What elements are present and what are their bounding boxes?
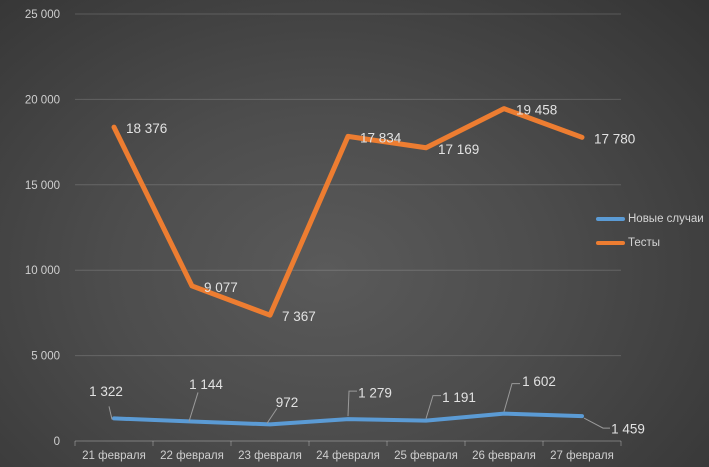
legend-swatch-new-cases-icon [596,217,625,221]
data-label-tests: 7 367 [282,309,316,324]
data-label-new-cases: 1 279 [358,386,392,401]
x-axis-label: 22 февраля [160,450,224,462]
x-axis-label: 24 февраля [316,450,380,462]
data-label-new-cases: 1 602 [522,374,556,389]
data-label-tests: 17 780 [594,131,635,146]
x-axis-label: 27 февраля [550,450,614,462]
data-label-tests: 17 169 [438,142,479,157]
y-axis-label: 25 000 [25,9,60,21]
y-axis-label: 20 000 [25,94,60,106]
y-axis-label: 0 [54,436,60,448]
series-line-new-cases[interactable] [112,411,584,427]
data-label-tests: 19 458 [516,103,557,118]
data-label-leader-line [503,383,520,412]
data-label-leader-line [425,395,441,419]
data-label-new-cases: 1 191 [442,390,476,405]
legend-label-tests: Тесты [628,237,661,249]
x-axis-label: 26 февраля [472,450,536,462]
legend-swatch-tests-icon [596,241,625,245]
x-axis-label: 23 февраля [238,450,302,462]
data-label-new-cases: 1 322 [89,384,123,399]
chart-legend: Новые случаи Тесты [596,212,704,250]
legend-label-new-cases: Новые случаи [628,213,704,225]
x-axis-label: 25 февраля [394,450,458,462]
data-label-new-cases: 1 144 [189,377,223,392]
y-axis-label: 5 000 [31,351,60,363]
legend-item-tests[interactable]: Тесты [596,236,704,250]
data-label-tests: 18 376 [126,121,167,136]
data-label-new-cases: 972 [276,395,299,410]
data-label-leader-line [347,390,357,417]
data-label-leader-line [188,392,199,422]
data-label-tests: 9 077 [204,280,238,295]
series-line-tests[interactable] [111,106,585,318]
legend-item-new-cases[interactable]: Новые случаи [596,212,704,226]
data-label-tests: 17 834 [360,130,402,145]
data-label-leader-line [266,408,278,424]
y-axis-label: 10 000 [25,265,60,277]
x-axis-label: 21 февраля [82,450,146,462]
data-label-new-cases: 1 459 [611,422,645,437]
data-label-leader-line [583,417,610,429]
y-axis-label: 15 000 [25,180,60,192]
data-label-leader-line [108,406,113,420]
